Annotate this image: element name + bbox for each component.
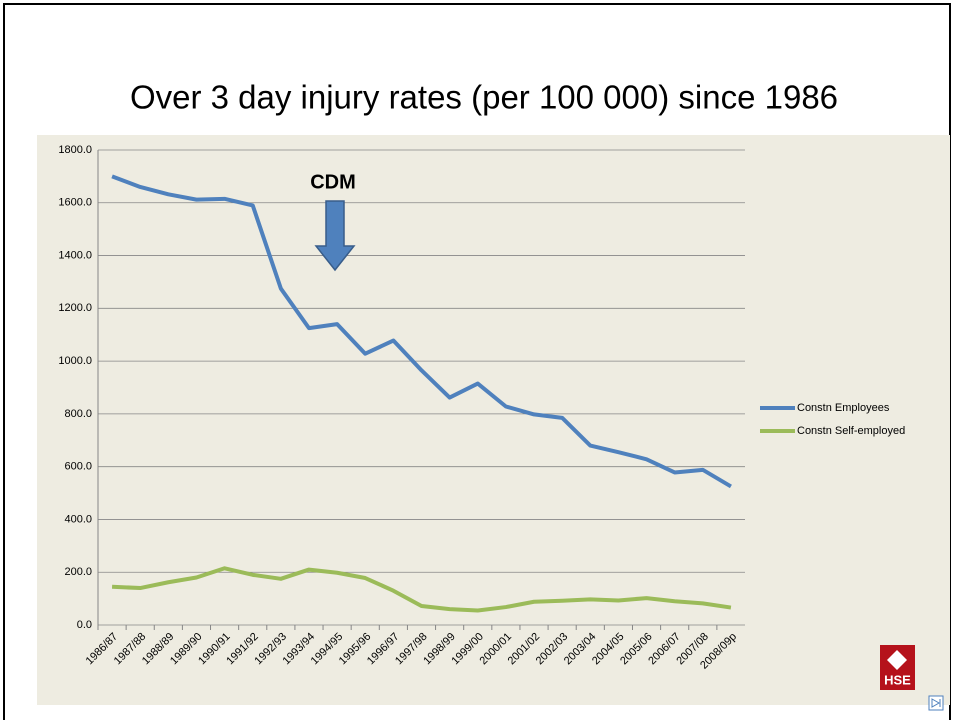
chart-area [37,135,950,705]
y-tick-label: 200.0 [64,566,92,578]
chart-title: Over 3 day injury rates (per 100 000) si… [130,79,838,116]
annotation: CDM [310,171,356,193]
y-tick-label: 1800.0 [58,144,92,156]
legend-label: Constn Self-employed [797,425,905,437]
nav-button[interactable] [928,695,944,711]
y-tick-label: 400.0 [64,513,92,525]
y-tick-label: 1000.0 [58,355,92,367]
y-tick-label: 800.0 [64,408,92,420]
logo-text: HSE [884,672,911,687]
y-tick-label: 0.0 [77,619,92,631]
y-tick-label: 1200.0 [58,302,92,314]
nav-icon [931,698,941,708]
series-line [111,174,732,489]
y-tick-label: 600.0 [64,461,92,473]
logo-icon [887,650,907,670]
y-tick-label: 1600.0 [58,197,92,209]
series-line [111,566,732,613]
legend-label: Constn Employees [797,402,890,414]
arrow [314,200,356,272]
y-tick-label: 1400.0 [58,249,92,261]
